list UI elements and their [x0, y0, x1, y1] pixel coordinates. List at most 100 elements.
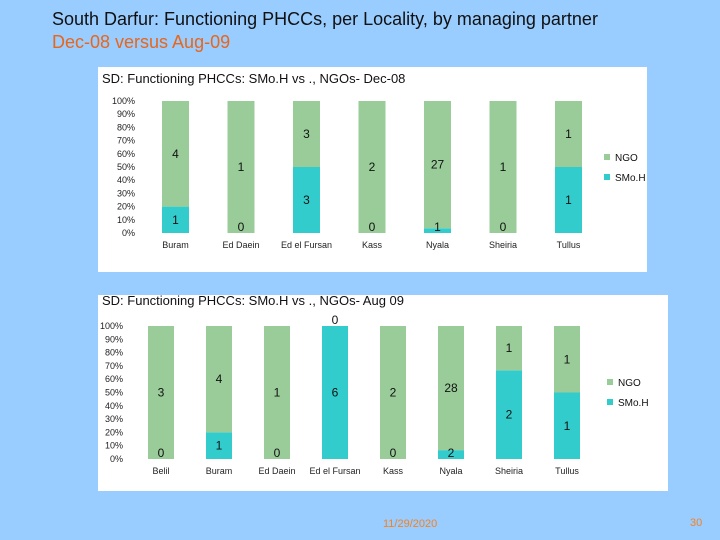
data-label-smoh-dec08: 0: [238, 220, 245, 234]
legend-swatch-dec08: [604, 154, 610, 160]
legend-swatch-dec08: [604, 174, 610, 180]
category-label-aug09: Ed Daein: [258, 466, 295, 476]
category-label-dec08: Tullus: [557, 240, 581, 250]
category-label-dec08: Ed Daein: [222, 240, 259, 250]
category-label-aug09: Buram: [206, 466, 233, 476]
y-tick-label-dec08: 40%: [117, 175, 135, 185]
data-label-ngo-aug09: 28: [444, 381, 458, 395]
y-tick-label-aug09: 10%: [105, 441, 123, 451]
y-tick-label-aug09: 30%: [105, 414, 123, 424]
slide-date: 11/29/2020: [383, 518, 438, 530]
data-label-smoh-aug09: 2: [448, 446, 455, 460]
legend-swatch-aug09: [607, 379, 613, 385]
data-label-ngo-aug09: 1: [274, 386, 281, 400]
data-label-ngo-dec08: 1: [500, 160, 507, 174]
bar-ngo-dec08: [424, 101, 451, 229]
data-label-ngo-aug09: 0: [332, 313, 339, 327]
bar-ngo-aug09: [496, 326, 522, 371]
category-label-aug09: Ed el Fursan: [309, 466, 360, 476]
bar-smoh-dec08: [424, 228, 451, 233]
y-tick-label-aug09: 90%: [105, 334, 123, 344]
bar-smoh-dec08: [162, 206, 189, 233]
y-tick-label-dec08: 70%: [117, 136, 135, 146]
data-label-ngo-aug09: 2: [390, 386, 397, 400]
data-label-smoh-aug09: 2: [506, 408, 513, 422]
bar-ngo-dec08: [555, 101, 582, 167]
category-label-aug09: Belil: [152, 466, 169, 476]
data-label-ngo-aug09: 3: [158, 386, 165, 400]
bar-ngo-aug09: [554, 326, 580, 393]
y-tick-label-aug09: 20%: [105, 427, 123, 437]
data-label-smoh-aug09: 0: [390, 446, 397, 460]
y-tick-label-aug09: 70%: [105, 361, 123, 371]
data-label-ngo-aug09: 1: [506, 341, 513, 355]
data-label-smoh-aug09: 6: [332, 386, 339, 400]
legend-label-dec08: SMo.H: [615, 173, 646, 184]
y-tick-label-dec08: 50%: [117, 162, 135, 172]
data-label-smoh-dec08: 1: [565, 193, 572, 207]
category-label-aug09: Tullus: [555, 466, 579, 476]
category-label-aug09: Sheiria: [495, 466, 523, 476]
category-label-aug09: Nyala: [439, 466, 462, 476]
data-label-ngo-dec08: 3: [303, 127, 310, 141]
bar-ngo-dec08: [489, 101, 517, 233]
slide-title: South Darfur: Functioning PHCCs, per Loc…: [52, 9, 598, 29]
y-tick-label-dec08: 100%: [112, 96, 135, 106]
category-label-dec08: Buram: [162, 240, 189, 250]
bar-smoh-dec08: [293, 167, 320, 233]
bar-smoh-aug09: [322, 326, 348, 459]
data-label-smoh-aug09: 1: [564, 419, 571, 433]
bar-ngo-aug09: [206, 326, 232, 433]
bar-ngo-aug09: [264, 326, 290, 459]
data-label-smoh-dec08: 1: [172, 213, 179, 227]
y-tick-label-dec08: 60%: [117, 149, 135, 159]
bar-ngo-dec08: [358, 101, 386, 233]
data-label-ngo-dec08: 1: [565, 127, 572, 141]
bar-smoh-aug09: [496, 370, 522, 459]
data-label-smoh-aug09: 0: [274, 446, 281, 460]
data-label-smoh-dec08: 1: [434, 220, 441, 234]
y-tick-label-dec08: 10%: [117, 215, 135, 225]
data-label-smoh-aug09: 0: [158, 446, 165, 460]
category-label-dec08: Sheiria: [489, 240, 517, 250]
data-label-ngo-aug09: 1: [564, 352, 571, 366]
y-tick-label-aug09: 60%: [105, 374, 123, 384]
y-tick-label-aug09: 80%: [105, 348, 123, 358]
bar-ngo-aug09: [438, 326, 464, 451]
y-tick-label-aug09: 40%: [105, 401, 123, 411]
y-tick-label-dec08: 30%: [117, 188, 135, 198]
bar-smoh-aug09: [206, 432, 232, 459]
y-tick-label-aug09: 0%: [110, 454, 123, 464]
bar-ngo-dec08: [162, 101, 189, 207]
data-label-smoh-dec08: 0: [500, 220, 507, 234]
data-label-ngo-dec08: 2: [369, 160, 376, 174]
category-label-dec08: Ed el Fursan: [281, 240, 332, 250]
bar-ngo-aug09: [148, 326, 174, 459]
data-label-ngo-dec08: 4: [172, 147, 179, 161]
bar-ngo-dec08: [227, 101, 255, 233]
data-label-ngo-dec08: 1: [238, 160, 245, 174]
category-label-dec08: Kass: [362, 240, 383, 250]
bar-smoh-aug09: [554, 392, 580, 459]
y-tick-label-dec08: 80%: [117, 122, 135, 132]
data-label-smoh-dec08: 0: [369, 220, 376, 234]
category-label-aug09: Kass: [383, 466, 404, 476]
y-tick-label-dec08: 90%: [117, 109, 135, 119]
bar-smoh-aug09: [438, 450, 464, 459]
chart-title-aug09: SD: Functioning PHCCs: SMo.H vs ., NGOs-…: [102, 293, 404, 308]
legend-label-dec08: NGO: [615, 153, 638, 164]
bar-ngo-dec08: [293, 101, 320, 167]
bar-ngo-aug09: [380, 326, 406, 459]
data-label-smoh-dec08: 3: [303, 193, 310, 207]
data-label-ngo-aug09: 4: [216, 372, 223, 386]
y-tick-label-dec08: 0%: [122, 228, 135, 238]
slide-subtitle: Dec-08 versus Aug-09: [52, 32, 231, 52]
bar-smoh-dec08: [555, 167, 582, 233]
category-label-dec08: Nyala: [426, 240, 449, 250]
data-label-smoh-aug09: 1: [216, 439, 223, 453]
y-tick-label-aug09: 100%: [100, 321, 123, 331]
chart-title-dec08: SD: Functioning PHCCs: SMo.H vs ., NGOs-…: [102, 71, 406, 86]
legend-label-aug09: NGO: [618, 378, 641, 389]
y-tick-label-dec08: 20%: [117, 202, 135, 212]
